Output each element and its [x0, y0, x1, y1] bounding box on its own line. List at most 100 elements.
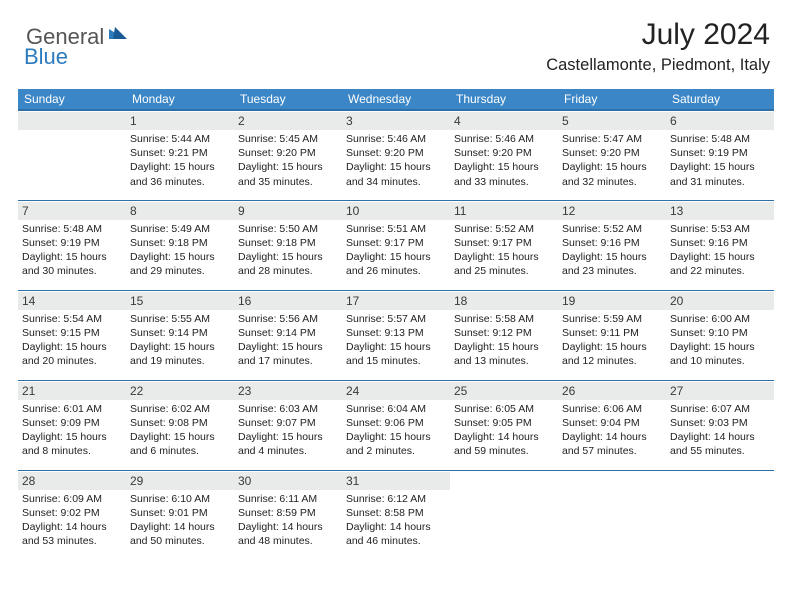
day-number: 12	[558, 202, 666, 220]
day-number: 11	[450, 202, 558, 220]
day-number: 1	[126, 112, 234, 130]
day-cell: 5 Sunrise: 5:47 AMSunset: 9:20 PMDaylight…	[558, 110, 666, 200]
day-number: 8	[126, 202, 234, 220]
day-cell: 3 Sunrise: 5:46 AMSunset: 9:20 PMDaylight…	[342, 110, 450, 200]
day-cell: 1 Sunrise: 5:44 AMSunset: 9:21 PMDaylight…	[126, 110, 234, 200]
day-cell: 15 Sunrise: 5:55 AMSunset: 9:14 PMDayligh…	[126, 290, 234, 380]
day-content: Sunrise: 6:06 AMSunset: 9:04 PMDaylight:…	[562, 402, 662, 459]
logo-flag-icon	[109, 25, 131, 48]
day-cell: 4 Sunrise: 5:46 AMSunset: 9:20 PMDaylight…	[450, 110, 558, 200]
calendar-body: 1 Sunrise: 5:44 AMSunset: 9:21 PMDaylight…	[18, 110, 774, 560]
day-content: Sunrise: 5:48 AMSunset: 9:19 PMDaylight:…	[670, 132, 770, 189]
day-number: 2	[234, 112, 342, 130]
logo-text-blue: Blue	[24, 44, 68, 69]
day-number: 19	[558, 292, 666, 310]
day-cell: 2 Sunrise: 5:45 AMSunset: 9:20 PMDaylight…	[234, 110, 342, 200]
day-cell	[666, 470, 774, 560]
day-number: 17	[342, 292, 450, 310]
calendar-row: 7 Sunrise: 5:48 AMSunset: 9:19 PMDaylight…	[18, 200, 774, 290]
day-cell	[558, 470, 666, 560]
day-content: Sunrise: 5:48 AMSunset: 9:19 PMDaylight:…	[22, 222, 122, 279]
weekday-row: Sunday Monday Tuesday Wednesday Thursday…	[18, 89, 774, 110]
day-number: 29	[126, 472, 234, 490]
day-number: 26	[558, 382, 666, 400]
day-cell: 10 Sunrise: 5:51 AMSunset: 9:17 PMDayligh…	[342, 200, 450, 290]
day-content: Sunrise: 6:00 AMSunset: 9:10 PMDaylight:…	[670, 312, 770, 369]
calendar-row: 1 Sunrise: 5:44 AMSunset: 9:21 PMDaylight…	[18, 110, 774, 200]
day-content: Sunrise: 5:59 AMSunset: 9:11 PMDaylight:…	[562, 312, 662, 369]
weekday-header: Tuesday	[234, 89, 342, 110]
day-cell: 20Sunrise: 6:00 AMSunset: 9:10 PMDayligh…	[666, 290, 774, 380]
day-cell: 22Sunrise: 6:02 AMSunset: 9:08 PMDayligh…	[126, 380, 234, 470]
weekday-header: Saturday	[666, 89, 774, 110]
day-content: Sunrise: 5:52 AMSunset: 9:17 PMDaylight:…	[454, 222, 554, 279]
day-cell: 21Sunrise: 6:01 AMSunset: 9:09 PMDayligh…	[18, 380, 126, 470]
weekday-header: Friday	[558, 89, 666, 110]
empty-day	[18, 112, 126, 130]
day-number: 27	[666, 382, 774, 400]
day-number: 25	[450, 382, 558, 400]
day-number: 30	[234, 472, 342, 490]
calendar-table: Sunday Monday Tuesday Wednesday Thursday…	[18, 89, 774, 560]
day-cell: 6Sunrise: 5:48 AMSunset: 9:19 PMDaylight…	[666, 110, 774, 200]
day-content: Sunrise: 6:02 AMSunset: 9:08 PMDaylight:…	[130, 402, 230, 459]
location: Castellamonte, Piedmont, Italy	[546, 56, 770, 75]
day-cell: 30Sunrise: 6:11 AMSunset: 8:59 PMDayligh…	[234, 470, 342, 560]
calendar-row: 14Sunrise: 5:54 AMSunset: 9:15 PMDayligh…	[18, 290, 774, 380]
day-content: Sunrise: 6:09 AMSunset: 9:02 PMDaylight:…	[22, 492, 122, 549]
day-number: 31	[342, 472, 450, 490]
day-number: 9	[234, 202, 342, 220]
weekday-header: Thursday	[450, 89, 558, 110]
day-content: Sunrise: 6:05 AMSunset: 9:05 PMDaylight:…	[454, 402, 554, 459]
header: General July 2024 Castellamonte, Piedmon…	[0, 0, 792, 83]
logo-sub: Blue	[26, 44, 68, 70]
day-cell	[18, 110, 126, 200]
day-cell: 9 Sunrise: 5:50 AMSunset: 9:18 PMDaylight…	[234, 200, 342, 290]
day-content: Sunrise: 5:50 AMSunset: 9:18 PMDaylight:…	[238, 222, 338, 279]
day-content: Sunrise: 5:46 AMSunset: 9:20 PMDaylight:…	[346, 132, 446, 189]
day-content: Sunrise: 5:51 AMSunset: 9:17 PMDaylight:…	[346, 222, 446, 279]
day-cell: 31 Sunrise: 6:12 AMSunset: 8:58 PMDayligh…	[342, 470, 450, 560]
day-content: Sunrise: 5:55 AMSunset: 9:14 PMDaylight:…	[130, 312, 230, 369]
day-number: 28	[18, 472, 126, 490]
day-cell: 8 Sunrise: 5:49 AMSunset: 9:18 PMDaylight…	[126, 200, 234, 290]
day-number: 10	[342, 202, 450, 220]
day-cell: 19 Sunrise: 5:59 AMSunset: 9:11 PMDayligh…	[558, 290, 666, 380]
day-cell: 23Sunrise: 6:03 AMSunset: 9:07 PMDayligh…	[234, 380, 342, 470]
day-cell: 18 Sunrise: 5:58 AMSunset: 9:12 PMDayligh…	[450, 290, 558, 380]
day-content: Sunrise: 5:56 AMSunset: 9:14 PMDaylight:…	[238, 312, 338, 369]
day-cell: 29 Sunrise: 6:10 AMSunset: 9:01 PMDayligh…	[126, 470, 234, 560]
day-cell: 12Sunrise: 5:52 AMSunset: 9:16 PMDayligh…	[558, 200, 666, 290]
day-content: Sunrise: 5:47 AMSunset: 9:20 PMDaylight:…	[562, 132, 662, 189]
day-number: 21	[18, 382, 126, 400]
day-cell: 16Sunrise: 5:56 AMSunset: 9:14 PMDayligh…	[234, 290, 342, 380]
day-cell: 27Sunrise: 6:07 AMSunset: 9:03 PMDayligh…	[666, 380, 774, 470]
day-number: 7	[18, 202, 126, 220]
weekday-header: Monday	[126, 89, 234, 110]
day-content: Sunrise: 5:49 AMSunset: 9:18 PMDaylight:…	[130, 222, 230, 279]
day-content: Sunrise: 6:10 AMSunset: 9:01 PMDaylight:…	[130, 492, 230, 549]
day-cell: 7 Sunrise: 5:48 AMSunset: 9:19 PMDaylight…	[18, 200, 126, 290]
weekday-header: Wednesday	[342, 89, 450, 110]
day-content: Sunrise: 5:57 AMSunset: 9:13 PMDaylight:…	[346, 312, 446, 369]
day-content: Sunrise: 5:54 AMSunset: 9:15 PMDaylight:…	[22, 312, 122, 369]
month-title: July 2024	[546, 18, 770, 52]
day-content: Sunrise: 5:45 AMSunset: 9:20 PMDaylight:…	[238, 132, 338, 189]
day-number: 18	[450, 292, 558, 310]
day-cell: 28 Sunrise: 6:09 AMSunset: 9:02 PMDayligh…	[18, 470, 126, 560]
day-number: 5	[558, 112, 666, 130]
day-number: 13	[666, 202, 774, 220]
day-cell: 14Sunrise: 5:54 AMSunset: 9:15 PMDayligh…	[18, 290, 126, 380]
day-content: Sunrise: 5:44 AMSunset: 9:21 PMDaylight:…	[130, 132, 230, 189]
day-number: 24	[342, 382, 450, 400]
day-content: Sunrise: 5:46 AMSunset: 9:20 PMDaylight:…	[454, 132, 554, 189]
day-cell: 24Sunrise: 6:04 AMSunset: 9:06 PMDayligh…	[342, 380, 450, 470]
day-number: 3	[342, 112, 450, 130]
day-number: 4	[450, 112, 558, 130]
calendar-row: 21Sunrise: 6:01 AMSunset: 9:09 PMDayligh…	[18, 380, 774, 470]
day-cell: 26 Sunrise: 6:06 AMSunset: 9:04 PMDayligh…	[558, 380, 666, 470]
day-content: Sunrise: 6:12 AMSunset: 8:58 PMDaylight:…	[346, 492, 446, 549]
day-number: 23	[234, 382, 342, 400]
day-content: Sunrise: 5:58 AMSunset: 9:12 PMDaylight:…	[454, 312, 554, 369]
day-number: 15	[126, 292, 234, 310]
